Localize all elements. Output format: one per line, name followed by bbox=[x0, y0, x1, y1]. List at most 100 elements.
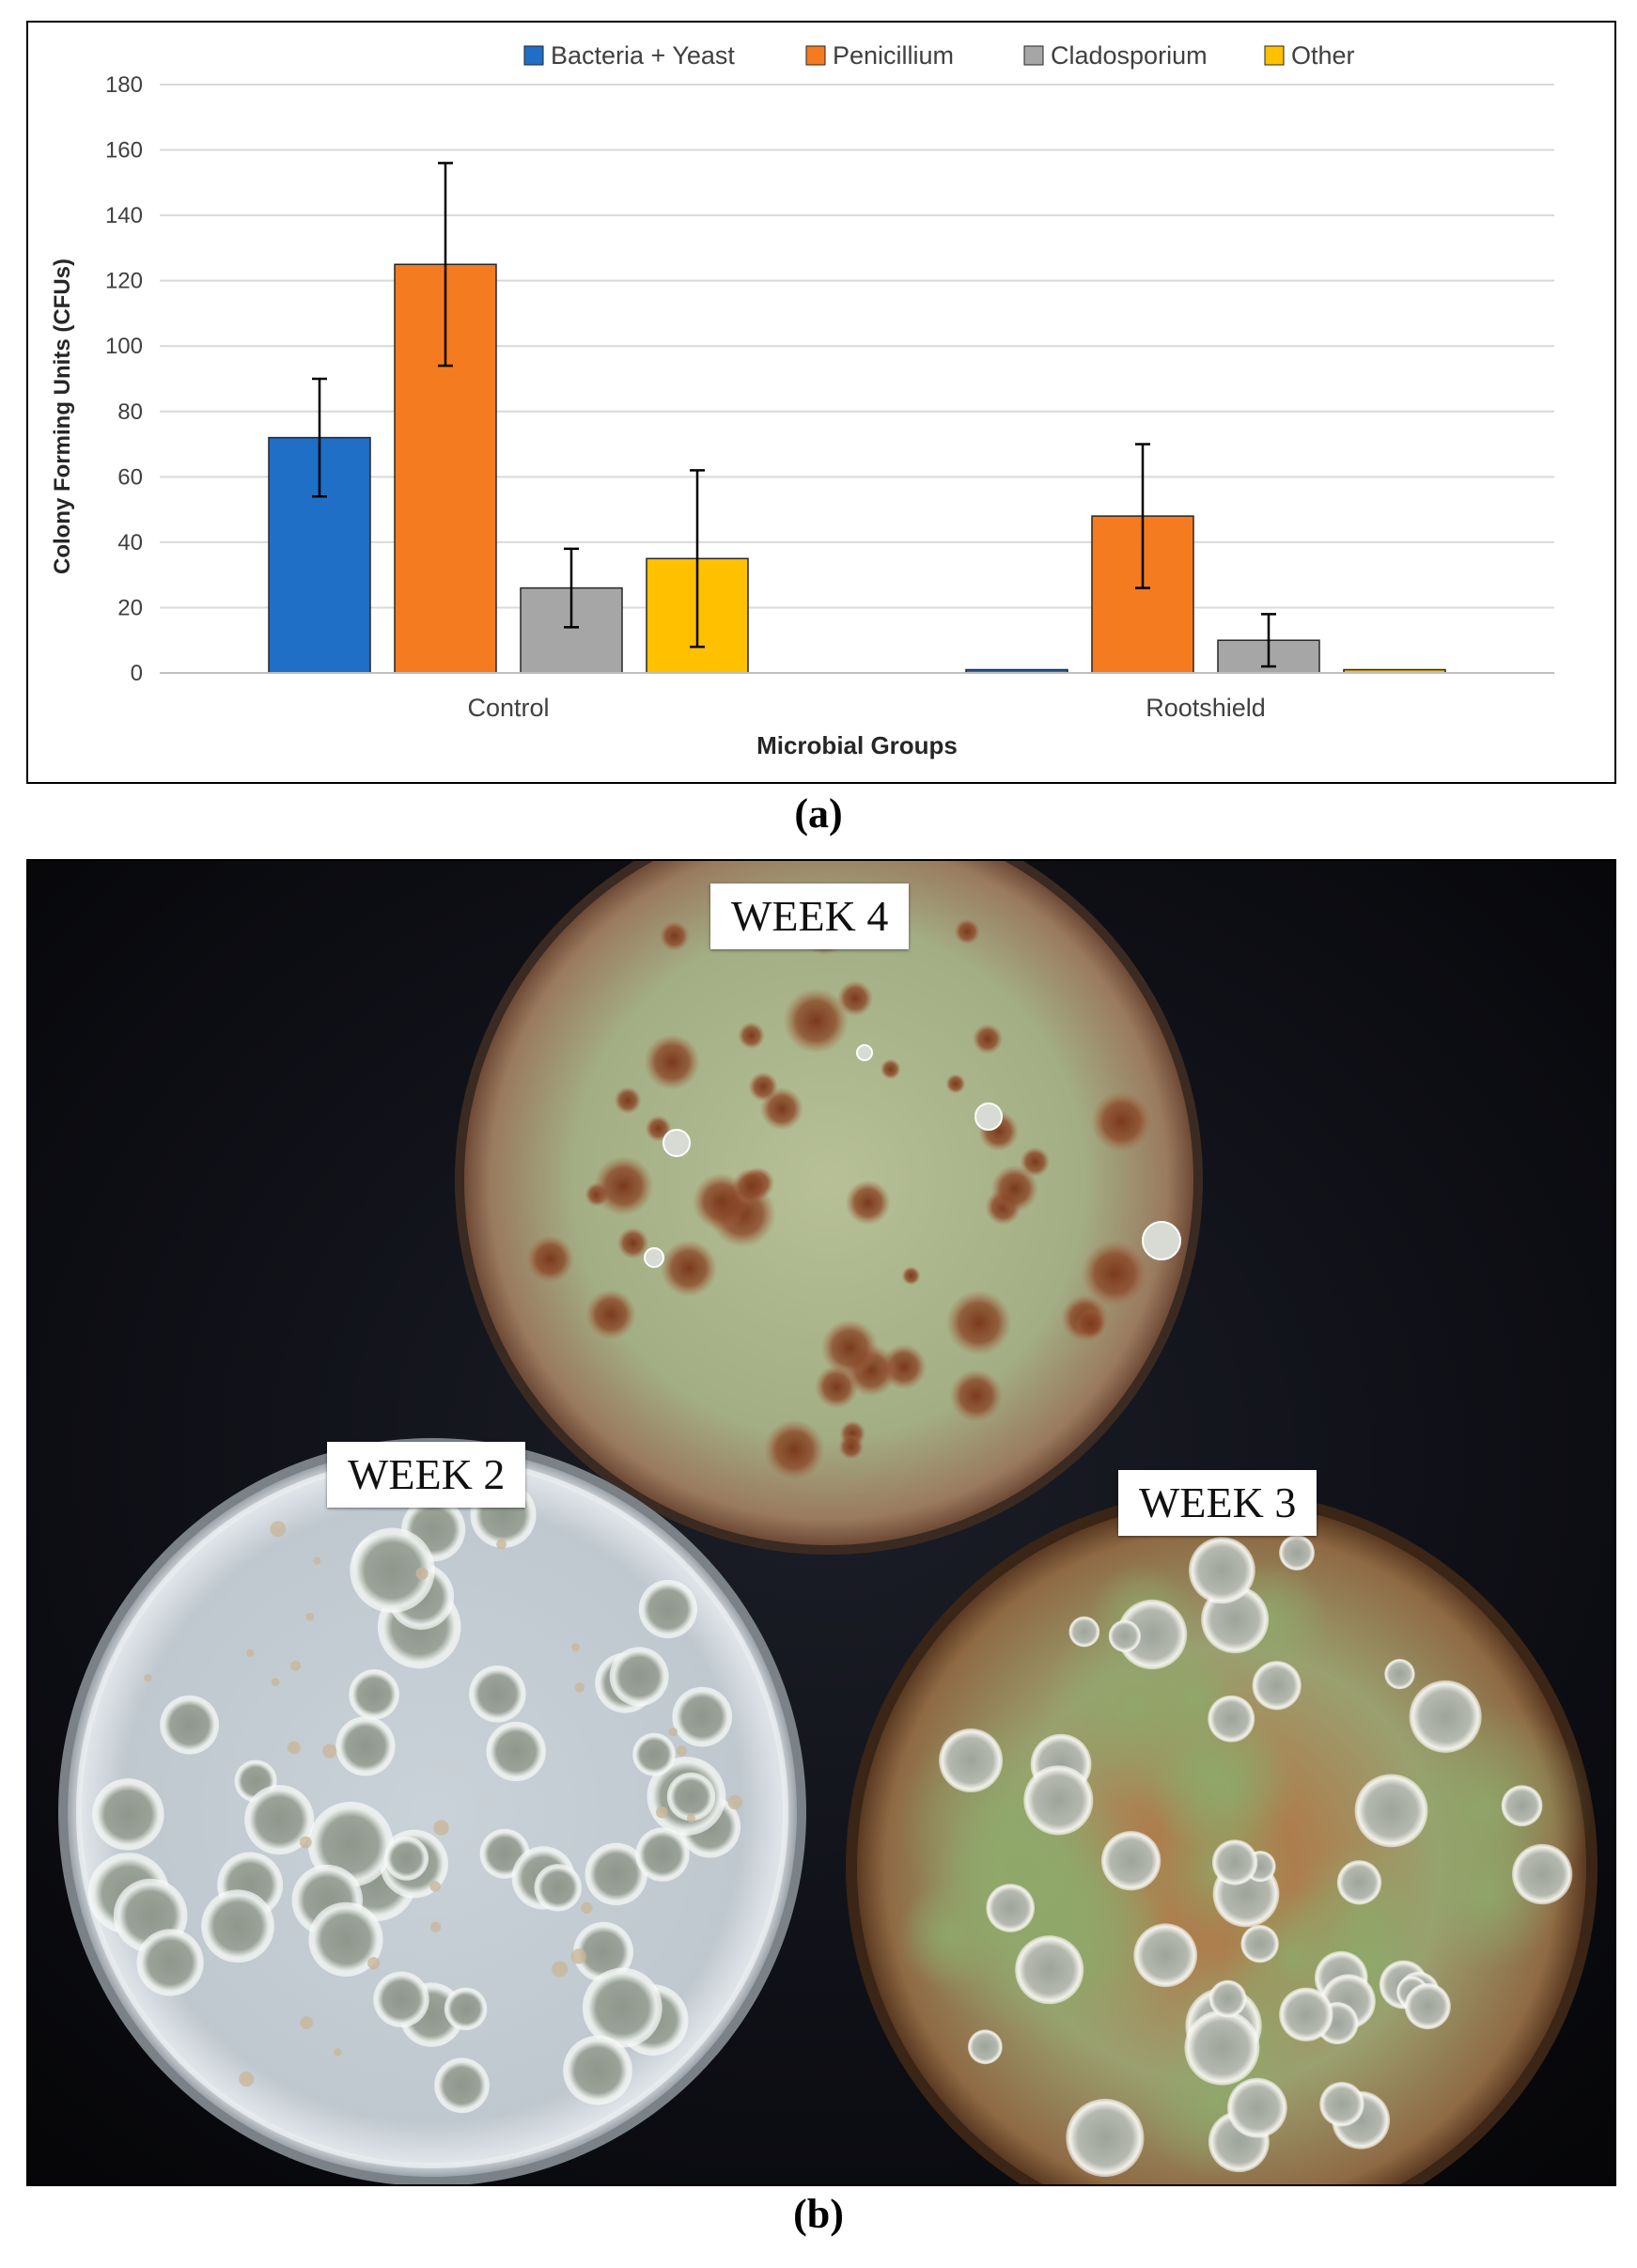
colony bbox=[573, 1921, 633, 1982]
y-tick-label: 0 bbox=[131, 661, 143, 686]
tiny-colony bbox=[496, 1539, 507, 1550]
colony bbox=[939, 1728, 1004, 1792]
y-tick-label: 80 bbox=[117, 399, 143, 425]
fungal-spot bbox=[901, 1266, 921, 1286]
colony bbox=[160, 1695, 219, 1755]
y-axis-title: Colony Forming Units (CFUs) bbox=[50, 258, 75, 574]
tiny-colony bbox=[271, 1678, 280, 1686]
bar-chart: 0 20 40 60 80 100 120 140 160 180 Control Rootshiel… bbox=[50, 41, 1554, 759]
tiny-colony bbox=[571, 1643, 580, 1651]
tiny-colony bbox=[676, 1745, 687, 1757]
x-category-label: Rootshield bbox=[1146, 694, 1266, 722]
fungal-spot bbox=[593, 1155, 654, 1216]
legend-label: Cladosporium bbox=[1051, 41, 1208, 70]
tiny-colony bbox=[415, 1567, 429, 1580]
colony bbox=[582, 1967, 663, 2048]
fungal-spot bbox=[880, 1058, 901, 1080]
colony bbox=[1226, 2077, 1287, 2138]
tiny-colony bbox=[287, 1741, 301, 1755]
colony bbox=[469, 1666, 526, 1723]
label-week-2: WEEK 2 bbox=[327, 1442, 526, 1508]
fungal-spot bbox=[614, 1087, 642, 1115]
colony bbox=[632, 1732, 676, 1776]
tiny-colony bbox=[144, 1674, 152, 1682]
legend-swatch bbox=[523, 45, 544, 66]
colony bbox=[1279, 1534, 1315, 1571]
tiny-colony bbox=[245, 1649, 255, 1658]
petri-dish-photo: WEEK 4 WEEK 2 WEEK 3 bbox=[26, 859, 1616, 2186]
colony bbox=[1240, 1924, 1279, 1963]
x-axis-title: Microbial Groups bbox=[756, 731, 958, 759]
legend-swatch bbox=[1023, 45, 1044, 66]
tiny-colony bbox=[429, 1881, 441, 1892]
fungal-spot bbox=[972, 1024, 1004, 1055]
tiny-colony bbox=[570, 1948, 586, 1964]
tiny-colony bbox=[367, 1957, 381, 1970]
fungal-spot bbox=[845, 1180, 891, 1226]
fungal-spot bbox=[1081, 1240, 1148, 1307]
fungal-spot bbox=[616, 1227, 649, 1259]
colony bbox=[1211, 1839, 1258, 1885]
y-tick-label: 20 bbox=[117, 595, 143, 620]
small-colony bbox=[974, 1103, 1003, 1131]
colony bbox=[635, 1827, 690, 1882]
small-colony bbox=[1142, 1221, 1181, 1260]
y-tick-label: 40 bbox=[117, 530, 143, 555]
fungal-spot bbox=[836, 980, 874, 1017]
fungal-spot bbox=[526, 1235, 574, 1283]
small-colony bbox=[644, 1247, 664, 1268]
colony bbox=[638, 1579, 698, 1639]
colony bbox=[1023, 1765, 1094, 1836]
colony bbox=[384, 1836, 429, 1881]
fungal-spot bbox=[732, 1167, 769, 1205]
colony bbox=[349, 1669, 399, 1720]
tiny-colony bbox=[322, 1744, 337, 1759]
fungal-spot bbox=[1091, 1090, 1152, 1152]
colony bbox=[1015, 1935, 1084, 2005]
colony bbox=[1279, 1987, 1333, 2041]
fungal-spot bbox=[949, 1369, 1003, 1423]
fungal-spot bbox=[659, 920, 690, 951]
colony bbox=[1511, 1843, 1573, 1905]
colony bbox=[373, 1971, 429, 2027]
fungal-spot bbox=[1075, 1308, 1106, 1339]
dish-week-2 bbox=[58, 1438, 806, 2184]
colony bbox=[563, 2035, 632, 2105]
legend-label: Penicillium bbox=[833, 41, 954, 70]
caption-a: (a) bbox=[794, 790, 843, 837]
colony bbox=[136, 1929, 204, 1996]
colony bbox=[201, 1889, 274, 1963]
fungal-spot bbox=[783, 988, 850, 1054]
colony bbox=[1100, 1831, 1161, 1891]
colony bbox=[1354, 1774, 1428, 1848]
colony bbox=[308, 1901, 383, 1977]
petri-dish-illustration bbox=[28, 861, 1614, 2184]
tiny-colony bbox=[270, 1521, 287, 1538]
colony bbox=[1066, 2098, 1145, 2178]
colony bbox=[967, 2029, 1003, 2065]
fungal-spot bbox=[820, 1319, 879, 1377]
label-week-4: WEEK 4 bbox=[710, 884, 910, 949]
y-tick-label: 180 bbox=[105, 72, 143, 98]
colony bbox=[1068, 1616, 1100, 1648]
colony bbox=[1108, 1619, 1141, 1652]
tiny-colony bbox=[551, 1961, 569, 1978]
tiny-colony bbox=[686, 1813, 695, 1822]
colony bbox=[672, 1686, 733, 1747]
tiny-colony bbox=[290, 1660, 302, 1671]
colony bbox=[1336, 1860, 1382, 1905]
colony bbox=[244, 1785, 315, 1855]
caption-b: (b) bbox=[793, 2191, 844, 2237]
tiny-colony bbox=[299, 1836, 312, 1849]
colony bbox=[1404, 1983, 1451, 2030]
colony bbox=[666, 1772, 716, 1822]
tiny-colony bbox=[656, 1806, 668, 1819]
colony bbox=[1208, 1979, 1247, 2018]
fungal-spot bbox=[585, 1289, 636, 1340]
label-week-3: WEEK 3 bbox=[1118, 1470, 1317, 1536]
colony bbox=[585, 1842, 647, 1906]
fungal-spot bbox=[954, 918, 980, 945]
tiny-colony bbox=[581, 1901, 593, 1915]
x-category-label: Control bbox=[467, 694, 549, 722]
